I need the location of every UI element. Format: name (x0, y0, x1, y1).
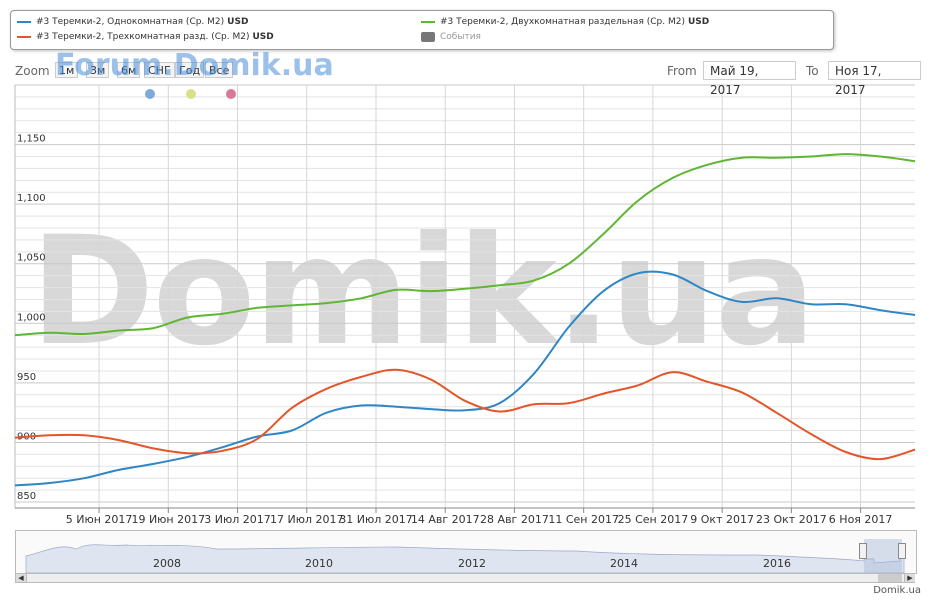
zoom-label: Zoom (15, 64, 50, 78)
legend-label: #3 Теремки-2, Двухкомнатная раздельная (… (440, 17, 685, 27)
from-label: From (667, 64, 697, 78)
navigator-handle-left[interactable] (859, 543, 867, 559)
footer-credit: Domik.ua (873, 585, 921, 596)
legend-item-three-room[interactable]: #3 Теремки-2, Трехкомнатная разд. (Ср. М… (17, 32, 274, 42)
legend-line-swatch (17, 21, 31, 23)
events-swatch (421, 32, 435, 42)
y-tick-label: 1,150 (17, 134, 46, 145)
chart-grid (15, 84, 915, 508)
x-tick-label: 19 Июн 2017 (131, 513, 205, 526)
x-tick-label: 28 Авг 2017 (480, 513, 549, 526)
x-tick-label: 31 Июл 2017 (339, 513, 413, 526)
scroll-thumb[interactable] (878, 574, 902, 582)
legend-unit: USD (252, 32, 274, 42)
navigator-area (25, 539, 905, 573)
nav-year-2016: 2016 (763, 557, 791, 570)
range-navigator[interactable]: 2008 2010 2012 2014 2016 (15, 530, 917, 574)
from-date-input[interactable]: Май 19, 2017 (703, 61, 796, 97)
x-tick-label: 9 Окт 2017 (690, 513, 754, 526)
x-tick-label: 17 Июл 2017 (270, 513, 344, 526)
zoom-6m-button[interactable]: 6м (117, 62, 141, 78)
chart-legend: #3 Теремки-2, Однокомнатная (Ср. М2) USD… (10, 10, 834, 50)
zoom-all-button[interactable]: Все (205, 62, 234, 78)
scroll-right-arrow-icon[interactable]: ▶ (904, 574, 915, 582)
x-tick-label: 25 Сен 2017 (618, 513, 689, 526)
x-tick-label: 23 Окт 2017 (756, 513, 827, 526)
legend-label: #3 Теремки-2, Однокомнатная (Ср. М2) (36, 17, 225, 27)
series-line-three-room (14, 368, 916, 461)
x-tick-label: 3 Июл 2017 (204, 513, 271, 526)
watermark-domik: Domik.ua (30, 205, 816, 379)
zoom-1m-button[interactable]: 1м (55, 62, 79, 78)
y-tick-label: 1,100 (17, 193, 46, 204)
legend-unit: USD (687, 17, 710, 27)
x-tick-label: 6 Ноя 2017 (829, 513, 893, 526)
legend-item-events[interactable]: События (421, 32, 481, 42)
event-dot-blue[interactable] (145, 89, 155, 99)
nav-year-2010: 2010 (305, 557, 333, 570)
legend-unit: USD (227, 17, 249, 27)
x-tick-label: 14 Авг 2017 (411, 513, 480, 526)
legend-line-swatch (421, 21, 435, 23)
series-line-one-room (14, 270, 916, 487)
y-tick-label: 1,050 (17, 253, 46, 264)
nav-year-2012: 2012 (458, 557, 486, 570)
legend-line-swatch (17, 36, 31, 38)
event-dot-pink[interactable] (226, 89, 236, 99)
event-dot-yellow[interactable] (186, 89, 196, 99)
nav-year-2014: 2014 (610, 557, 638, 570)
legend-item-one-room[interactable]: #3 Теремки-2, Однокомнатная (Ср. М2) USD (17, 17, 248, 27)
series-layer (14, 153, 916, 487)
zoom-year-button[interactable]: Год (175, 62, 205, 78)
series-line-two-room (14, 153, 916, 337)
legend-item-two-room[interactable]: #3 Теремки-2, Двухкомнатная раздельная (… (421, 17, 709, 27)
nav-year-2008: 2008 (153, 557, 181, 570)
watermark-forum: Forum.Domik.ua (55, 48, 334, 83)
navigator-handle-right[interactable] (898, 543, 906, 559)
zoom-ytd-button[interactable]: СНГ (144, 62, 175, 78)
legend-label: #3 Теремки-2, Трехкомнатная разд. (Ср. М… (36, 32, 250, 42)
legend-label: События (440, 32, 481, 42)
x-tick-label: 5 Июн 2017 (66, 513, 133, 526)
to-date-input[interactable]: Ноя 17, 2017 (828, 61, 921, 97)
zoom-3m-button[interactable]: 3м (86, 62, 110, 78)
x-axis: 5 Июн 2017 19 Июн 2017 3 Июл 2017 17 Июл 20… (15, 507, 915, 526)
y-tick-label: 1,000 (17, 312, 46, 323)
x-tick-label: 11 Сен 2017 (548, 513, 619, 526)
scroll-left-arrow-icon[interactable]: ◀ (16, 574, 27, 582)
y-tick-label: 850 (17, 491, 36, 502)
navigator-scrollbar[interactable]: ◀ ▶ (15, 573, 915, 583)
to-label: To (806, 64, 819, 78)
y-tick-label: 950 (17, 372, 36, 383)
